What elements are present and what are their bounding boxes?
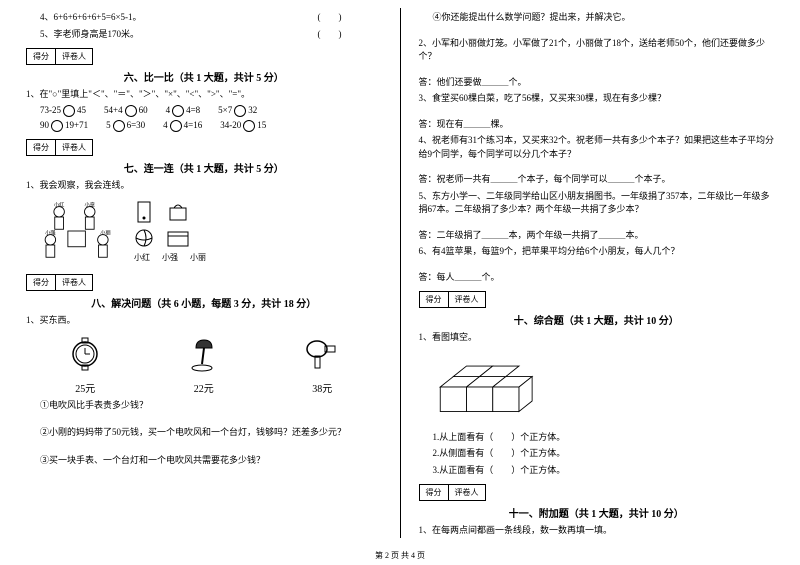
column-divider [400,8,401,538]
a4: 答：祝老师一共有＿＿＿个本子，每个同学可以＿＿＿个本子。 [419,173,775,187]
box-icon [166,228,190,248]
score-box: 得分 评卷人 [26,48,93,65]
left-column: 4、6+6+6+6+6+5=6×5-1。 ( ) 5、李老师身高是170米。 ( )… [20,8,388,538]
sec10-s2: 2.从侧面看有（ ）个正方体。 [419,447,775,461]
compare-row-2: 9019+71 56=30 44=16 34-2015 [40,120,382,132]
score-label: 得分 [27,275,56,290]
question-5: 5、李老师身高是170米。 ( ) [26,28,382,42]
grader-label: 评卷人 [449,485,485,500]
a5: 答：二年级捐了＿＿＿本，两个年级一共捐了＿＿＿本。 [419,229,775,243]
ball-icon [134,228,154,248]
sec10-s3: 3.从正面看有（ ）个正方体。 [419,464,775,478]
cube-diagram [429,352,539,422]
cmp: 54+460 [104,105,148,117]
compare-row-1: 73-2545 54+460 44=8 5×732 [40,105,382,117]
objects-column: 小红 小强 小丽 [134,200,206,263]
obj-labels: 小红 小强 小丽 [134,252,206,263]
score-box: 得分 评卷人 [419,484,486,501]
section-7-title: 七、连一连（共 1 大题，共计 5 分） [26,160,382,175]
grader-label: 评卷人 [449,292,485,307]
circle-blank[interactable] [172,105,184,117]
cmp: 56=30 [106,120,145,132]
score-box: 得分 评卷人 [419,291,486,308]
question-4: 4、6+6+6+6+6+5=6×5-1。 ( ) [26,11,382,25]
score-label: 得分 [420,292,449,307]
cmp: 44=16 [163,120,202,132]
bag-icon [166,200,190,224]
sec10-s1: 1.从上面看有（ ）个正方体。 [419,431,775,445]
paren: ( ) [318,28,342,42]
circle-blank[interactable] [125,105,137,117]
circle-blank[interactable] [51,120,63,132]
svg-text:小章: 小章 [85,201,96,209]
cmp: 9019+71 [40,120,88,132]
sec8-sub3: ③买一块手表、一个台灯和一个电吹风共需要花多少钱？ [26,454,382,468]
q4-text: 4、6+6+6+6+6+5=6×5-1。 [40,12,142,22]
circle-blank[interactable] [63,105,75,117]
circle-blank[interactable] [234,105,246,117]
sec10-q1: 1、看图填空。 [419,331,775,345]
circle-blank[interactable] [113,120,125,132]
sec7-q1: 1、我会观察，我会连线。 [26,179,382,193]
phone-icon [134,200,154,224]
lamp-icon [184,334,224,374]
page-footer: 第 2 页 共 4 页 [0,550,800,561]
price-row: 25元 22元 38元 [26,380,382,395]
grader-label: 评卷人 [56,49,92,64]
connect-diagram: 小红 小章 小强 小丽 小红 小强 小丽 [36,196,372,266]
grader-label: 评卷人 [56,275,92,290]
a6: 答：每人＿＿＿个。 [419,271,775,285]
a3: 答：现在有＿＿＿棵。 [419,118,775,132]
section-10-title: 十、综合题（共 1 大题，共计 10 分） [419,312,775,327]
cmp: 5×732 [218,105,257,117]
score-label: 得分 [420,485,449,500]
price-1: 25元 [75,380,95,395]
q2: 2、小军和小丽做灯笼。小军做了21个，小丽做了18个，送给老师50个，他们还要做… [419,37,775,64]
q3: 3、食堂买60棵白菜，吃了56棵，又买来30棵，现在有多少棵？ [419,92,775,106]
svg-text:小丽: 小丽 [100,229,111,237]
cmp: 73-2545 [40,105,86,117]
score-label: 得分 [27,140,56,155]
sec6-intro: 1、在"○"里填上"＜"、"＝"、"＞"、"×"、"<"、">"、"="。 [26,88,382,102]
sec8-sub2: ②小刚的妈妈带了50元钱，买一个电吹风和一个台灯，钱够吗？还差多少元？ [26,426,382,440]
obj-row-1 [134,200,206,224]
sec8-sub1: ①电吹风比手表贵多少钱？ [26,399,382,413]
page-container: 4、6+6+6+6+6+5=6×5-1。 ( ) 5、李老师身高是170米。 ( )… [20,8,780,538]
obj-row-2 [134,228,206,248]
q5-text: 5、李老师身高是170米。 [40,29,139,39]
a2: 答：他们还要做＿＿＿个。 [419,76,775,90]
price-2: 22元 [194,380,214,395]
kids-illustration: 小红 小章 小强 小丽 [36,196,126,266]
section-6-title: 六、比一比（共 1 大题，共计 5 分） [26,69,382,84]
section-11-title: 十一、附加题（共 1 大题，共计 10 分） [419,505,775,520]
q4: 4、祝老师有31个练习本，又买来32个。祝老师一共有多少个本子？如果把这些本子平… [419,134,775,161]
right-column: ④你还能提出什么数学问题？提出来，并解决它。 2、小军和小丽做灯笼。小军做了21… [413,8,781,538]
grader-label: 评卷人 [56,140,92,155]
watch-icon [65,334,105,374]
svg-text:小强: 小强 [45,229,56,237]
q5: 5、东方小学一、二年级同学给山区小朋友捐图书。一年级捐了357本，二年级比一年级… [419,190,775,217]
section-8-title: 八、解决问题（共 6 小题，每题 3 分，共计 18 分） [26,295,382,310]
price-3: 38元 [312,380,332,395]
svg-text:小红: 小红 [54,201,65,209]
sec8-sub4: ④你还能提出什么数学问题？提出来，并解决它。 [419,11,775,25]
circle-blank[interactable] [170,120,182,132]
score-label: 得分 [27,49,56,64]
score-box: 得分 评卷人 [26,139,93,156]
cmp: 34-2015 [220,120,266,132]
sec11-q1: 1、在每两点间都画一条线段，数一数再填一填。 [419,524,775,538]
sec8-q1: 1、买东西。 [26,314,382,328]
q6: 6、有4篮苹果，每篮9个，把苹果平均分给6个小朋友，每人几个？ [419,245,775,259]
score-box: 得分 评卷人 [26,274,93,291]
circle-blank[interactable] [243,120,255,132]
shop-items [26,334,382,374]
hairdryer-icon [302,334,342,374]
paren: ( ) [318,11,342,25]
cmp: 44=8 [166,105,201,117]
